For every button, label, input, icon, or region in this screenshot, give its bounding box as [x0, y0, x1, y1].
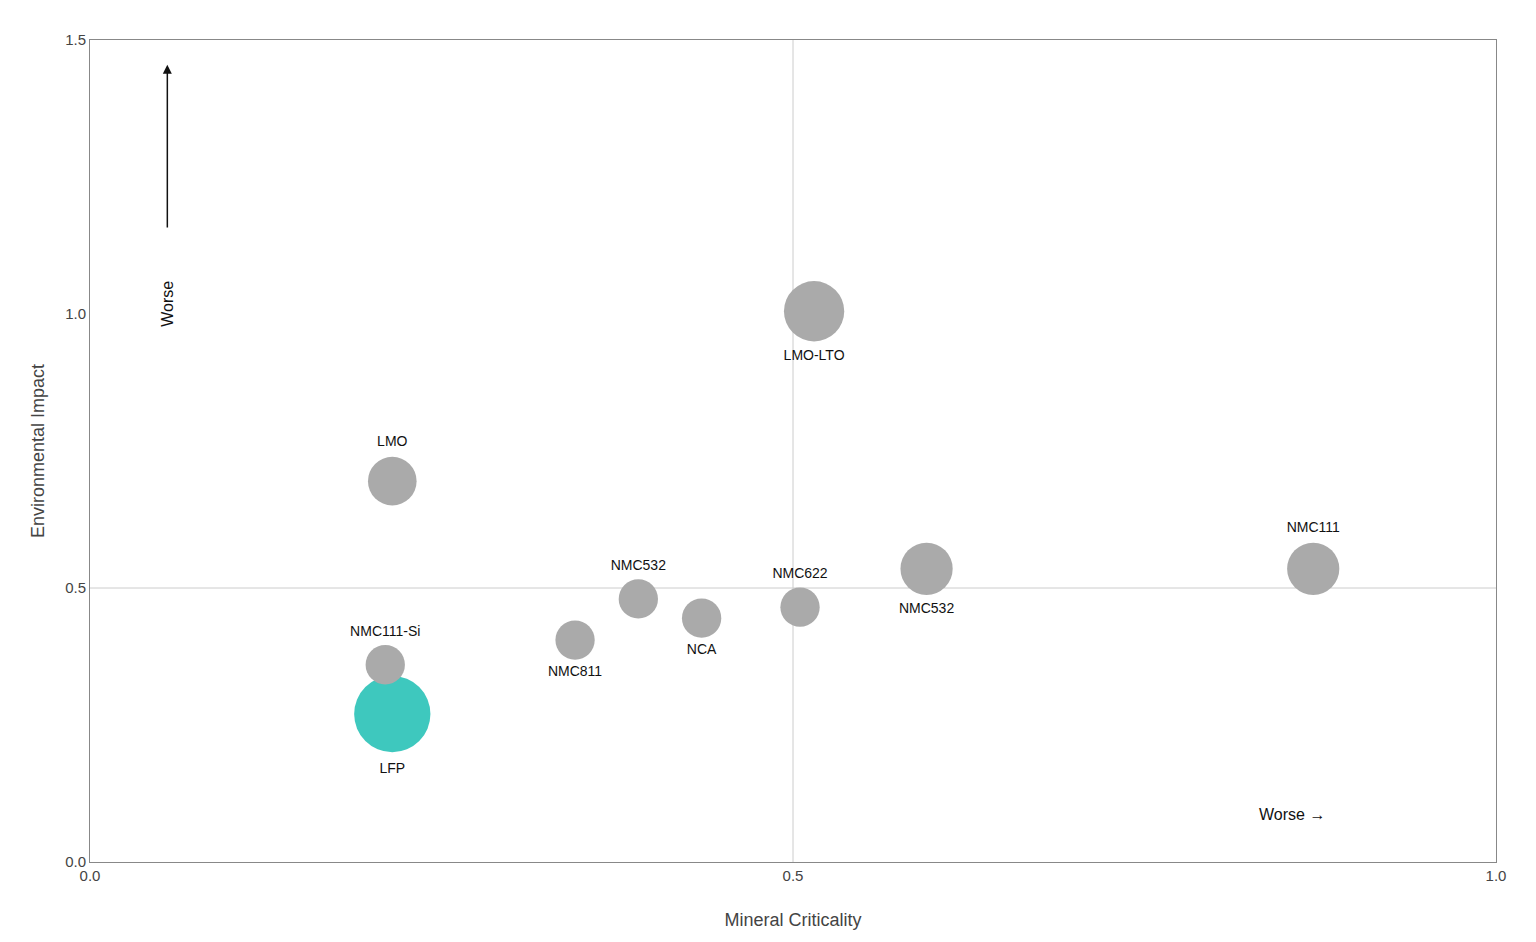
- svg-text:NMC111-Si: NMC111-Si: [350, 623, 420, 639]
- svg-text:LMO-LTO: LMO-LTO: [784, 347, 845, 363]
- svg-text:0.0: 0.0: [80, 867, 101, 884]
- svg-text:NMC811: NMC811: [548, 663, 602, 679]
- svg-text:Worse →: Worse →: [1259, 806, 1325, 823]
- svg-text:1.0: 1.0: [1486, 867, 1507, 884]
- svg-text:Environmental Impact: Environmental Impact: [28, 364, 48, 538]
- svg-text:1.5: 1.5: [65, 31, 86, 48]
- svg-text:Worse: Worse: [159, 281, 176, 327]
- svg-text:NMC111: NMC111: [1287, 519, 1340, 535]
- svg-text:LMO: LMO: [377, 433, 407, 449]
- svg-text:LFP: LFP: [379, 760, 405, 776]
- svg-text:0.0: 0.0: [65, 853, 86, 870]
- svg-text:NMC532: NMC532: [899, 600, 954, 616]
- svg-text:NMC532: NMC532: [611, 557, 666, 573]
- svg-text:Mineral Criticality: Mineral Criticality: [724, 910, 861, 930]
- svg-text:0.5: 0.5: [65, 579, 86, 596]
- svg-text:NCA: NCA: [687, 641, 717, 657]
- svg-text:NMC622: NMC622: [772, 565, 827, 581]
- svg-text:1.0: 1.0: [65, 305, 86, 322]
- svg-text:0.5: 0.5: [783, 867, 804, 884]
